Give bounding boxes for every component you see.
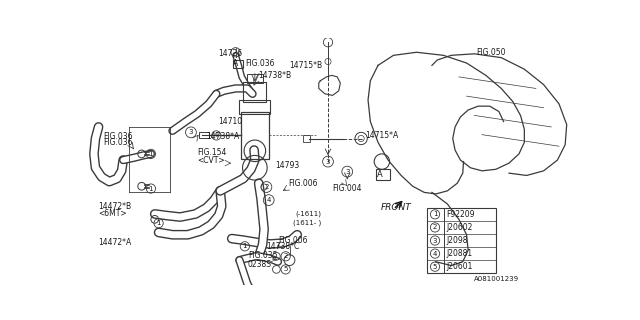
Bar: [232, 60, 243, 68]
Text: FIG.036: FIG.036: [103, 138, 132, 147]
Text: 1: 1: [148, 151, 153, 157]
Text: 4: 4: [433, 251, 437, 257]
Text: 1: 1: [243, 243, 247, 249]
Text: 3: 3: [345, 169, 349, 175]
Text: 5: 5: [433, 264, 437, 270]
Bar: [239, 100, 270, 114]
Text: 4: 4: [214, 132, 218, 139]
Bar: [200, 132, 209, 139]
Text: (-1611): (-1611): [296, 211, 322, 217]
Text: 3: 3: [433, 237, 437, 244]
Text: 3: 3: [326, 159, 330, 164]
Text: J2098: J2098: [447, 236, 468, 245]
Text: 14472*B: 14472*B: [99, 202, 132, 211]
Text: 14738*B: 14738*B: [259, 71, 292, 80]
Text: 14726: 14726: [218, 49, 242, 58]
Bar: [376, 169, 390, 180]
Text: FIG.036: FIG.036: [103, 132, 132, 141]
Text: 1: 1: [148, 186, 153, 192]
Text: 0238S: 0238S: [248, 260, 272, 269]
Text: FIG.006: FIG.006: [288, 179, 317, 188]
Bar: [427, 208, 496, 273]
Text: 14710: 14710: [219, 117, 243, 126]
Text: 2: 2: [264, 184, 269, 190]
Text: (1611- ): (1611- ): [293, 220, 322, 227]
Text: 4: 4: [266, 197, 271, 203]
Bar: [247, 74, 262, 83]
Text: FIG.004: FIG.004: [332, 184, 362, 193]
Text: FIG.036: FIG.036: [245, 59, 275, 68]
Text: FIG.035: FIG.035: [248, 251, 277, 260]
Text: 1: 1: [156, 220, 161, 226]
Text: FIG.006: FIG.006: [278, 236, 307, 245]
Text: 3: 3: [189, 129, 193, 135]
Text: 1: 1: [433, 211, 437, 217]
Text: A081001239: A081001239: [474, 276, 520, 282]
Text: 2: 2: [284, 253, 288, 259]
Text: 14715*A: 14715*A: [365, 131, 398, 140]
Text: FRONT: FRONT: [380, 203, 411, 212]
Text: <6MT>: <6MT>: [99, 210, 127, 219]
Text: 14738*A: 14738*A: [206, 132, 239, 141]
Text: A: A: [378, 170, 383, 179]
Text: FIG.154: FIG.154: [197, 148, 227, 157]
Text: A: A: [234, 59, 239, 68]
Text: J20602: J20602: [447, 223, 473, 232]
Text: 14793: 14793: [276, 161, 300, 170]
Text: 14472*A: 14472*A: [99, 238, 132, 247]
Bar: [241, 112, 269, 158]
Text: 14715*B: 14715*B: [289, 61, 323, 70]
Text: J20601: J20601: [447, 262, 473, 271]
Text: J20881: J20881: [447, 249, 473, 258]
Text: 5: 5: [284, 266, 288, 272]
Text: F92209: F92209: [447, 210, 475, 219]
Text: 2: 2: [433, 224, 437, 230]
Bar: [303, 135, 310, 141]
Text: 14738*C: 14738*C: [266, 242, 300, 251]
Text: FIG.050: FIG.050: [476, 48, 506, 57]
Text: <CVT>: <CVT>: [197, 156, 225, 164]
Bar: [243, 82, 266, 101]
